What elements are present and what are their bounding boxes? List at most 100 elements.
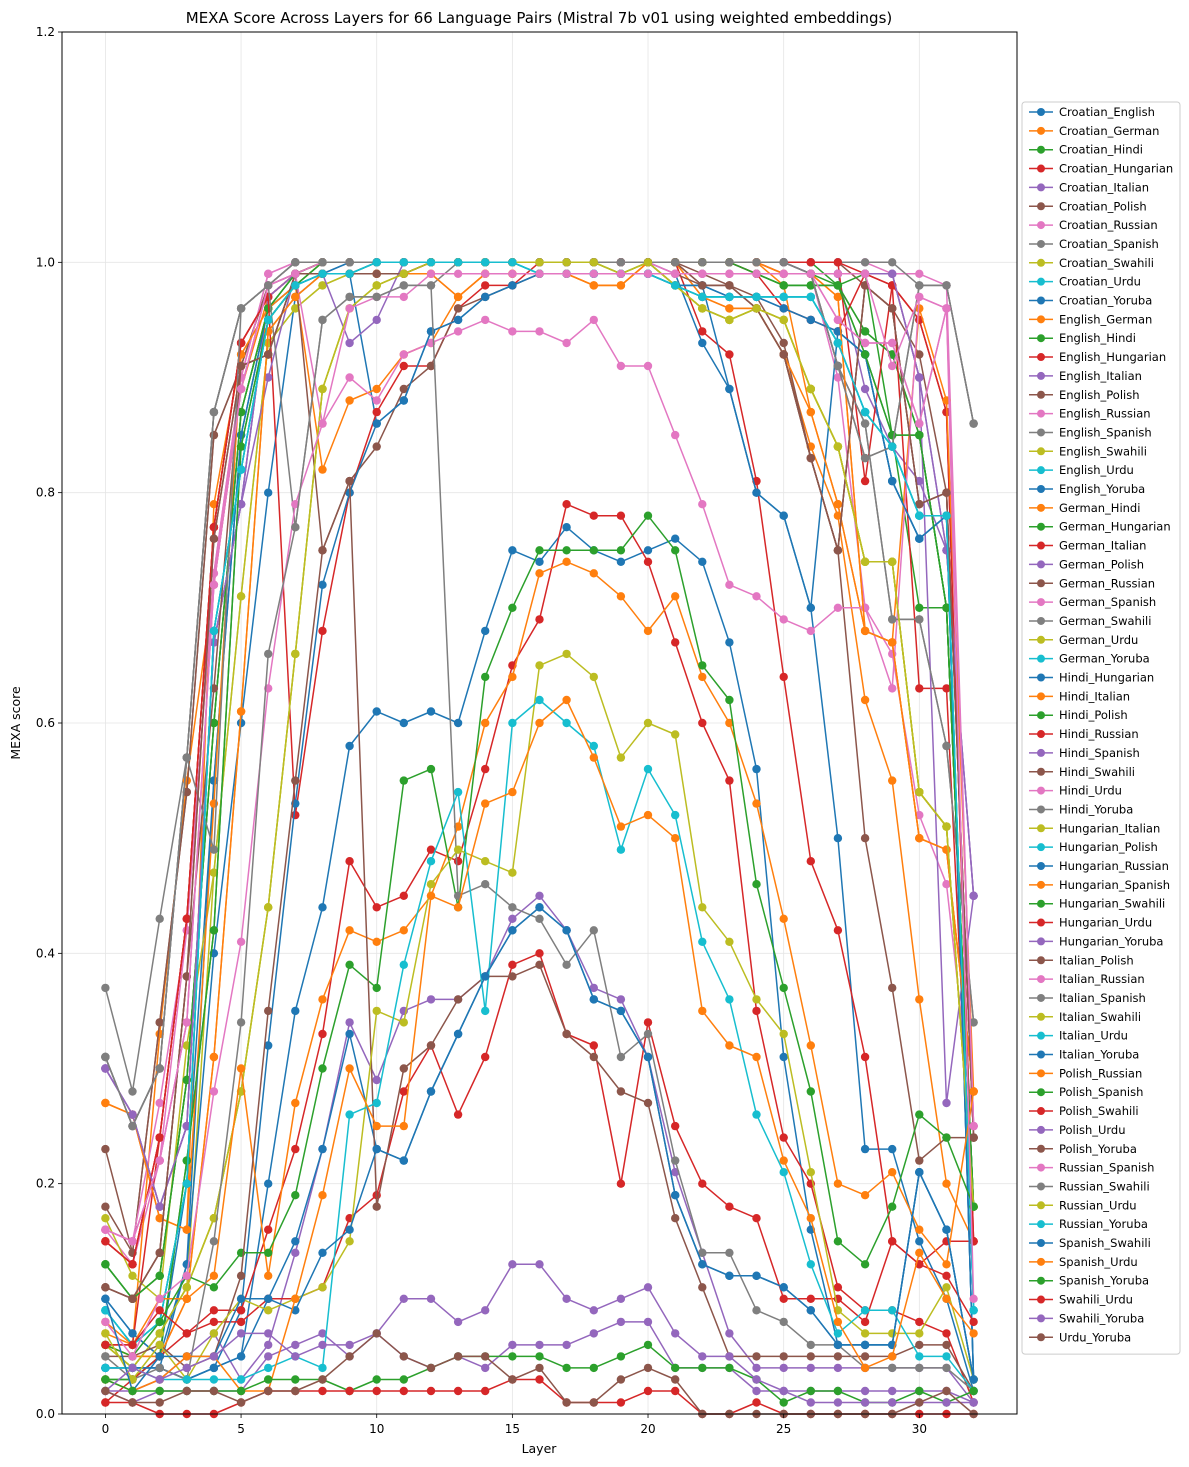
legend-item: German_Hindi (1029, 501, 1140, 515)
data-point (888, 338, 897, 348)
legend-label: German_Russian (1059, 576, 1155, 590)
legend-swatch-marker (1037, 485, 1045, 493)
data-point (833, 338, 843, 348)
data-point (725, 937, 734, 946)
data-point (725, 695, 734, 705)
data-point (671, 1214, 680, 1223)
data-point (643, 810, 653, 820)
data-point (236, 384, 246, 394)
data-point (915, 350, 924, 359)
legend-swatch-marker (1037, 296, 1045, 305)
legend-label: Italian_Spanish (1059, 991, 1146, 1005)
data-point (182, 1271, 191, 1281)
data-point (345, 269, 354, 278)
legend: Croatian_English Croatian_German Croatian_… (1021, 101, 1181, 1355)
legend-swatch-marker (1037, 1050, 1045, 1059)
data-point (671, 810, 680, 820)
data-point (372, 407, 381, 417)
data-point (155, 1352, 164, 1361)
data-point (671, 258, 680, 267)
data-point (671, 592, 680, 601)
legend-swatch-marker (1037, 786, 1045, 795)
legend-swatch-marker (1037, 371, 1045, 380)
legend-swatch-marker (1037, 805, 1045, 814)
data-point (399, 384, 408, 394)
data-point (209, 1352, 219, 1361)
series-hungarian-urdu (101, 500, 978, 1407)
data-point (833, 1179, 843, 1188)
data-point (806, 626, 815, 636)
data-point (779, 258, 788, 267)
data-point (372, 1144, 381, 1154)
data-point (453, 258, 463, 267)
data-point (264, 1294, 273, 1304)
data-point (426, 845, 436, 854)
legend-swatch-marker (1037, 126, 1045, 135)
data-point (291, 1375, 300, 1384)
data-point (264, 903, 273, 912)
legend-item: Hungarian_Urdu (1029, 916, 1152, 930)
data-point (969, 1018, 978, 1027)
data-point (806, 857, 815, 866)
data-point (399, 281, 408, 290)
data-point (209, 1329, 219, 1338)
data-point (236, 465, 246, 474)
data-point (508, 269, 517, 278)
legend-item: German_Yoruba (1029, 652, 1150, 666)
data-point (725, 776, 734, 785)
data-point (589, 569, 598, 578)
data-point (752, 1375, 761, 1384)
data-point (508, 960, 517, 969)
data-point (372, 983, 381, 993)
data-point (562, 523, 571, 532)
data-point (888, 1398, 897, 1407)
data-point (209, 626, 219, 636)
data-point (426, 707, 436, 716)
data-point (128, 1260, 137, 1269)
data-point (291, 258, 300, 267)
data-point (888, 638, 897, 647)
legend-swatch-marker (1037, 598, 1045, 607)
legend-swatch-marker (1037, 748, 1045, 757)
data-point (860, 419, 870, 428)
data-point (453, 903, 463, 912)
data-point (155, 1294, 164, 1304)
data-point (399, 960, 408, 969)
data-point (481, 799, 490, 808)
data-point (725, 292, 734, 302)
data-point (779, 1052, 788, 1062)
legend-item: Polish_Spanish (1029, 1085, 1143, 1099)
data-point (264, 1329, 273, 1338)
legend-swatch-marker (1037, 1031, 1045, 1040)
data-point (779, 1352, 788, 1361)
legend-item: Russian_Yoruba (1029, 1217, 1148, 1231)
data-point (155, 1271, 164, 1281)
data-point (318, 281, 327, 290)
data-point (942, 1352, 951, 1361)
data-point (209, 430, 219, 440)
legend-label: Italian_Swahili (1059, 1010, 1141, 1024)
legend-label: English_Italian (1059, 369, 1142, 383)
data-point (942, 1398, 951, 1407)
data-point (453, 327, 463, 336)
legend-label: English_German (1059, 312, 1152, 326)
data-point (833, 1386, 843, 1396)
data-point (535, 1340, 544, 1350)
data-point (589, 926, 598, 935)
data-point (860, 1317, 870, 1327)
data-point (345, 373, 354, 382)
y-tick-label: 1.2 (36, 25, 55, 39)
legend-swatch-marker (1037, 1182, 1045, 1191)
data-point (372, 1121, 381, 1131)
data-point (426, 361, 436, 371)
data-point (291, 776, 300, 785)
chart-title: MEXA Score Across Layers for 66 Language… (186, 9, 892, 27)
series-russian-spanish (101, 269, 978, 1361)
data-point (860, 1363, 870, 1373)
data-point (833, 361, 843, 371)
data-point (915, 1156, 924, 1165)
data-point (752, 258, 761, 267)
legend-item: Russian_Spanish (1029, 1161, 1154, 1175)
data-point (481, 718, 490, 728)
